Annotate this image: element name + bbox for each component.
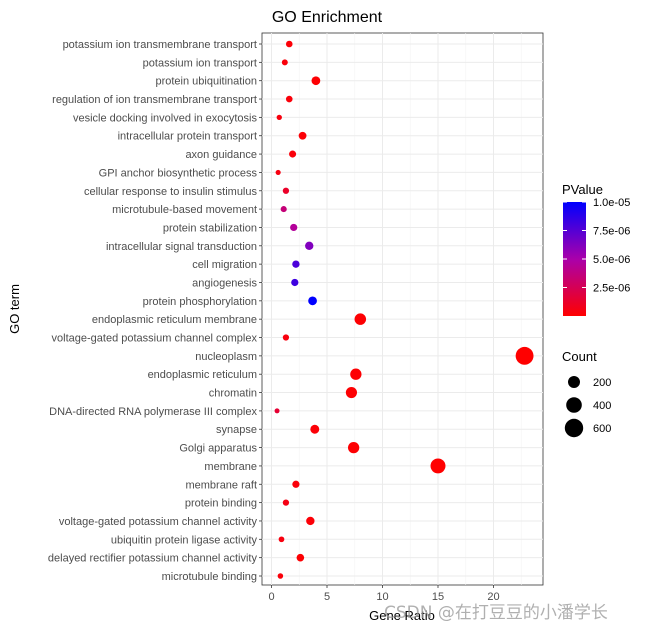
y-tick-label: regulation of ion transmembrane transpor…: [52, 94, 257, 106]
data-point: [308, 296, 317, 306]
data-point: [278, 536, 285, 543]
data-point: [281, 59, 288, 66]
size-legend-label: 200: [593, 377, 611, 389]
y-tick-label: chromatin: [209, 388, 257, 400]
y-axis-title: GO term: [7, 284, 22, 334]
data-point: [430, 458, 446, 474]
y-tick-label: voltage-gated potassium channel complex: [52, 333, 258, 345]
data-point: [298, 131, 307, 140]
x-tick-label: 0: [268, 591, 274, 603]
count-legend: Count 200 400 600: [562, 349, 611, 438]
x-tick-label: 20: [487, 591, 499, 603]
y-tick-label: potassium ion transmembrane transport: [63, 39, 257, 51]
data-point: [292, 260, 300, 268]
data-point: [354, 313, 367, 325]
x-tick-label: 10: [376, 591, 388, 603]
pvalue-legend-title: PValue: [562, 182, 603, 197]
data-point: [285, 95, 293, 103]
y-tick-label: membrane raft: [185, 479, 257, 491]
chart-title: GO Enrichment: [272, 9, 383, 26]
size-legend-dot: [568, 376, 580, 388]
colorbar-label: 7.5e-06: [593, 226, 630, 238]
data-point: [350, 368, 362, 380]
y-tick-label: cell migration: [192, 259, 257, 271]
x-tick-label: 5: [324, 591, 330, 603]
size-legend-label: 600: [593, 423, 611, 435]
pvalue-legend: PValue 2.5e-06 5.0e-06 7.5e-06 1.0e-05: [562, 182, 630, 316]
data-point: [292, 480, 300, 488]
data-point: [282, 187, 290, 194]
data-point: [282, 499, 290, 506]
data-point: [276, 114, 282, 121]
y-tick-label: angiogenesis: [192, 277, 257, 289]
y-tick-label: axon guidance: [185, 149, 257, 161]
x-tick-label: 15: [432, 591, 444, 603]
data-point: [274, 408, 280, 414]
x-axis-ticks: 0 5 10 15 20: [268, 585, 500, 603]
y-tick-label: DNA-directed RNA polymerase III complex: [49, 406, 257, 418]
y-tick-label: ubiquitin protein ligase activity: [111, 534, 258, 546]
y-tick-label: protein stabilization: [163, 222, 257, 234]
data-point: [291, 278, 299, 287]
y-tick-label: synapse: [216, 424, 257, 436]
size-legend-label: 400: [593, 400, 611, 412]
data-point: [296, 553, 305, 562]
data-point: [290, 223, 298, 232]
data-point: [345, 386, 358, 399]
data-point: [285, 40, 293, 48]
y-tick-label: protein binding: [185, 498, 257, 510]
y-tick-label: microtubule binding: [162, 571, 257, 583]
y-tick-label: cellular response to insulin stimulus: [84, 186, 258, 198]
data-point: [289, 150, 297, 158]
size-legend-dot: [566, 397, 582, 413]
y-tick-label: voltage-gated potassium channel activity: [59, 516, 258, 528]
data-point: [347, 441, 360, 454]
y-tick-label: nucleoplasm: [195, 351, 257, 363]
y-tick-label: protein phosphorylation: [143, 296, 257, 308]
y-tick-label: protein ubiquitination: [155, 76, 257, 88]
data-point: [306, 516, 315, 526]
y-tick-label: microtubule-based movement: [112, 204, 257, 216]
y-tick-label: intracellular signal transduction: [106, 241, 257, 253]
grid-lines: [262, 33, 543, 585]
data-point: [515, 346, 534, 365]
y-tick-label: membrane: [204, 461, 257, 473]
data-point: [280, 206, 287, 213]
data-point: [277, 573, 284, 579]
colorbar-label: 2.5e-06: [593, 283, 630, 295]
colorbar-label: 1.0e-05: [593, 197, 630, 209]
y-tick-label: vesicle docking involved in exocytosis: [73, 112, 258, 124]
y-tick-label: intracellular protein transport: [118, 131, 257, 143]
data-point: [310, 424, 320, 434]
data-point: [282, 334, 290, 341]
plot-panel: [261, 32, 544, 586]
watermark: CSDN @在打豆豆的小潘学长: [384, 603, 608, 623]
y-tick-label: delayed rectifier potassium channel acti…: [48, 553, 258, 565]
data-points: [274, 40, 534, 579]
y-tick-label: potassium ion transport: [143, 57, 257, 69]
y-tick-label: endoplasmic reticulum: [148, 369, 257, 381]
y-tick-label: endoplasmic reticulum membrane: [92, 314, 257, 326]
data-point: [305, 241, 314, 250]
count-legend-title: Count: [562, 349, 597, 364]
data-point: [275, 169, 281, 175]
data-point: [311, 76, 321, 86]
y-tick-label: GPI anchor biosynthetic process: [99, 167, 258, 179]
x-axis-title: Gene Ratio: [369, 608, 435, 623]
pvalue-colorbar: [563, 202, 586, 316]
y-axis-labels: potassium ion transmembrane transport pot…: [48, 39, 262, 583]
colorbar-label: 5.0e-06: [593, 254, 630, 266]
size-legend-dot: [564, 418, 584, 438]
y-tick-label: Golgi apparatus: [179, 443, 257, 455]
